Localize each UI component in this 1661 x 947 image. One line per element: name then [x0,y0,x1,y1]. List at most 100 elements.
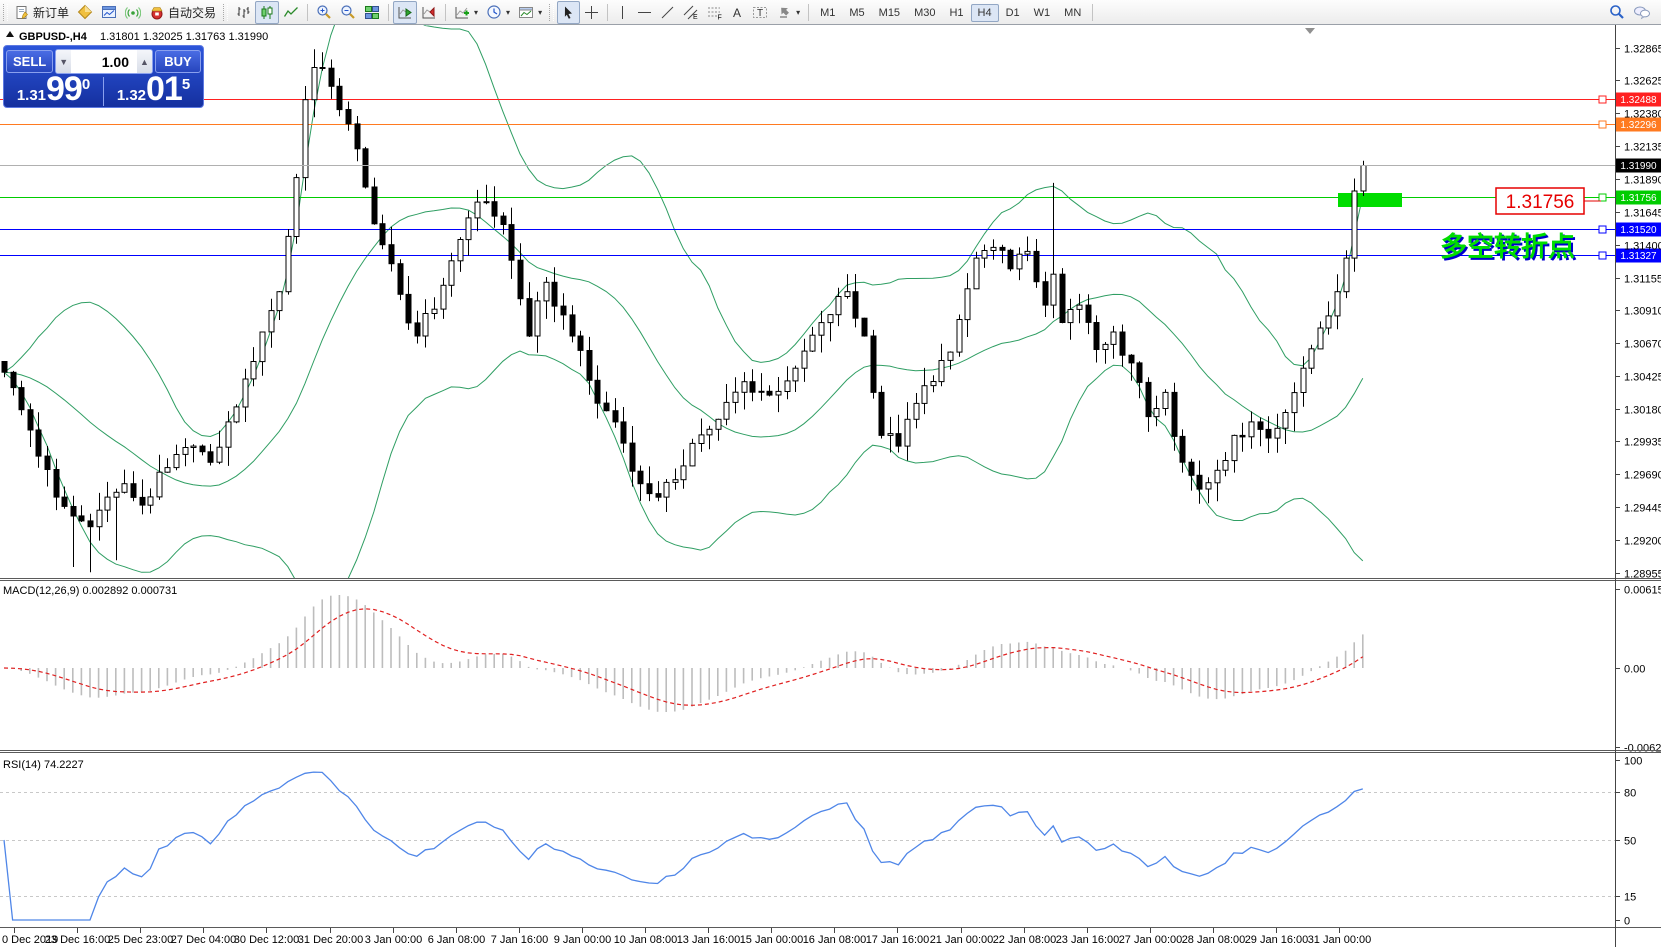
dropdown-caret: ▾ [474,7,479,17]
timeframe-h4[interactable]: H4 [970,4,999,22]
zoom-in-button[interactable] [312,1,336,24]
candle-body [594,379,601,404]
cursor-button[interactable] [557,0,581,24]
timeframe-m1[interactable]: M1 [820,7,836,19]
chart-shift-button[interactable] [417,1,441,24]
arrows-button[interactable]: ▾ [772,1,804,24]
toolbar-grip[interactable] [3,3,8,21]
line-chart-button[interactable] [279,1,303,24]
timeframe-h1[interactable]: H1 [949,7,964,19]
time-axis-label: 28 Jan 08:00 [1182,934,1246,946]
sell-price[interactable]: 1.31 99 0 [4,72,103,108]
zoom-out-button[interactable] [336,1,360,24]
current-price-badge-text: 1.31990 [1620,161,1657,172]
sell-button[interactable]: SELL [6,50,54,73]
sell-price-prefix: 1.31 [16,87,47,104]
level-anchor-square[interactable] [1598,120,1607,129]
price-label-box[interactable] [1495,187,1585,215]
volume-stepper[interactable]: ▼ 1.00 ▲ [55,49,153,74]
signals-button[interactable] [121,1,145,24]
buy-price[interactable]: 1.32 01 5 [104,72,203,108]
timeframe-w1[interactable]: W1 [1033,7,1051,19]
horizontal-line-button[interactable] [633,1,656,24]
candle-body [586,350,593,381]
level-anchor-square[interactable] [1598,95,1607,104]
price-axis[interactable]: 1.32488 1.32296 1.31756 1.31520 1.31327 1.319… [1615,44,1661,928]
trendline-button[interactable] [656,1,679,24]
candle-body [1282,412,1289,429]
chart-window-button[interactable] [97,1,121,24]
new-order-button[interactable]: 新订单 [11,1,73,24]
buy-button[interactable]: BUY [155,50,201,73]
timeframe-m15[interactable]: M15 [878,7,901,19]
price-axis-label: 1.31155 [1624,274,1661,286]
price-axis-label: 1.31645 [1624,208,1661,220]
time-axis-label: 17 Jan 16:00 [866,934,930,946]
candle-body [1179,435,1186,463]
search-button[interactable] [1605,1,1629,24]
candle-body [207,451,214,463]
pane-separators[interactable] [0,25,1661,947]
horizontal-level-lines-layer[interactable] [0,95,1615,260]
candlestick-chart-button[interactable] [255,0,280,24]
candle-body [620,421,627,444]
timeframe-d1[interactable]: D1 [1005,7,1020,19]
volume-value[interactable]: 1.00 [71,50,137,73]
candle-body [1300,367,1307,394]
candle-body [827,314,834,324]
price-axis-label: 1.31890 [1624,175,1661,187]
candle-body [440,284,447,310]
auto-scroll-button[interactable] [393,0,418,24]
candle-body [70,506,77,517]
text-button[interactable]: A [727,1,748,24]
equidistant-channel-button[interactable]: E [679,1,703,24]
candle-body [328,67,335,87]
tile-windows-button[interactable] [360,1,384,24]
vertical-line-button[interactable] [612,1,633,24]
candle-body [526,298,533,337]
toolbar-grip[interactable] [549,3,555,21]
candle-body [1153,408,1160,418]
candle-body [913,402,920,420]
candle-body [973,257,980,290]
level-anchor-square[interactable] [1598,225,1607,234]
bollinger-middle-band[interactable] [3,207,1364,487]
timeframe-mn[interactable]: MN [1064,7,1082,19]
candle-body [835,296,842,316]
level-anchor-square[interactable] [1598,251,1607,260]
bollinger-lower-band[interactable] [3,350,1364,611]
candle-body [938,360,945,383]
horizontal-line-icon [638,11,652,13]
timeframe-m30[interactable]: M30 [914,7,936,19]
crosshair-button[interactable] [580,1,603,24]
candle-body [414,322,421,337]
candle-body [1196,474,1203,490]
chart-shift-marker[interactable] [1305,28,1315,34]
text-label-button[interactable]: T [748,1,772,24]
bar-chart-button[interactable] [231,1,255,24]
toolbar-grip[interactable] [223,3,229,21]
bar-chart-icon [237,6,250,18]
timeframe-m5[interactable]: M5 [849,7,865,19]
candle-body [990,246,997,251]
candle-body [629,442,636,472]
candle-body [285,235,292,293]
collapse-panel-icon[interactable] [6,31,14,37]
indicators-button[interactable]: ▾ [450,1,482,24]
candle-body [371,186,378,225]
chat-button[interactable] [1629,1,1655,24]
volume-increase-button[interactable]: ▲ [137,50,152,73]
level-anchor-square[interactable] [1598,193,1607,202]
fibonacci-button[interactable]: F [703,1,727,24]
bollinger-upper-band[interactable] [3,0,1364,438]
turning-point-annotation[interactable]: 多空转折点 [1440,231,1575,262]
autotrading-button[interactable]: 自动交易 [145,1,220,24]
metaeditor-button[interactable] [73,1,97,24]
highlight-rectangle-object[interactable] [1338,193,1402,207]
volume-decrease-button[interactable]: ▼ [56,50,72,73]
periods-button[interactable]: ▾ [482,1,514,24]
templates-button[interactable]: ▾ [514,1,546,24]
trade-panel-divider [103,77,104,106]
